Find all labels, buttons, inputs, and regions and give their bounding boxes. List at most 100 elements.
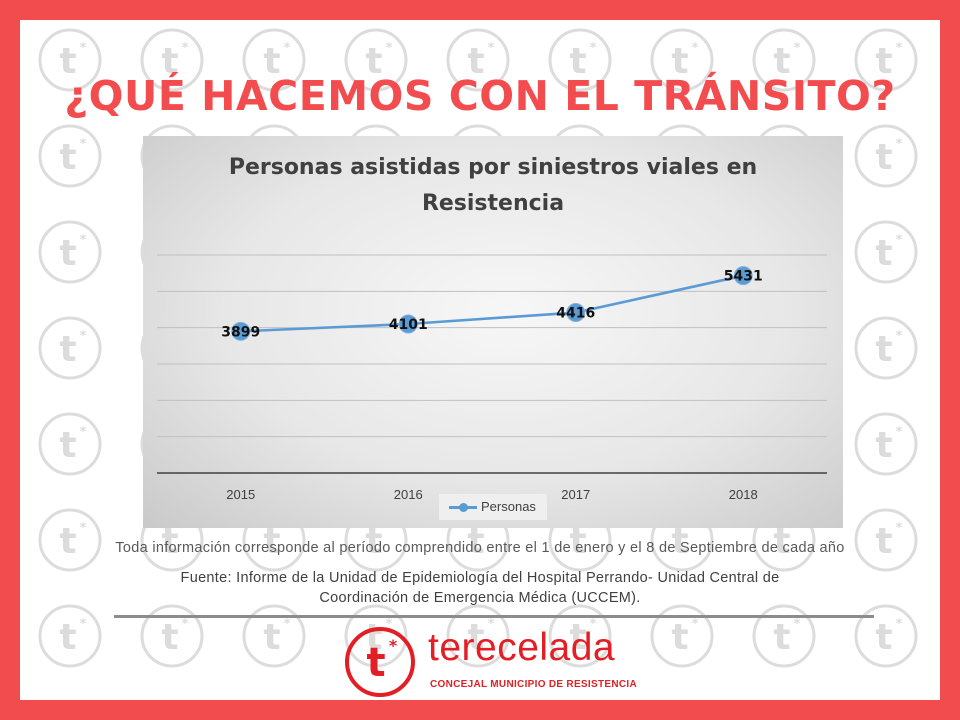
svg-text:*: * (386, 521, 393, 536)
brand-subtitle: CONCEJAL MUNICIPIO DE RESISTENCIA (430, 679, 637, 690)
brand-logo-asterisk: * (389, 636, 398, 655)
watermark-logo: t* (446, 604, 510, 668)
svg-text:t: t (467, 617, 484, 658)
svg-text:*: * (80, 137, 87, 152)
svg-text:*: * (692, 41, 699, 56)
svg-text:t: t (875, 233, 892, 274)
svg-text:*: * (80, 425, 87, 440)
svg-text:t: t (671, 521, 688, 562)
svg-text:t: t (161, 521, 178, 562)
svg-text:t: t (875, 137, 892, 178)
svg-text:t: t (875, 329, 892, 370)
svg-text:*: * (488, 617, 495, 632)
gridlines (157, 254, 827, 438)
svg-text:*: * (80, 329, 87, 344)
watermark-logo: t* (854, 316, 918, 380)
svg-text:t: t (467, 41, 484, 82)
svg-text:*: * (386, 617, 393, 632)
svg-text:t: t (671, 617, 688, 658)
brand-logo: t * (345, 627, 415, 697)
svg-text:*: * (692, 617, 699, 632)
legend: Personas (439, 494, 547, 520)
watermark-logo: t* (38, 604, 102, 668)
watermark-logo: t* (854, 604, 918, 668)
svg-text:*: * (80, 41, 87, 56)
svg-text:t: t (773, 521, 790, 562)
watermark-logo: t* (446, 28, 510, 92)
x-tick-label: 2015 (226, 487, 255, 502)
watermark-logo: t* (854, 220, 918, 284)
svg-text:t: t (875, 617, 892, 658)
data-point (733, 266, 753, 286)
watermark-logo: t* (140, 604, 204, 668)
watermark-logo: t* (650, 604, 714, 668)
svg-text:t: t (365, 41, 382, 82)
svg-text:*: * (80, 521, 87, 536)
data-point (566, 303, 586, 323)
svg-text:*: * (284, 41, 291, 56)
svg-text:t: t (59, 137, 76, 178)
watermark-logo: t* (548, 604, 612, 668)
watermark-logo: t* (242, 28, 306, 92)
watermark-logo: t* (854, 412, 918, 476)
watermark-logo: t* (38, 508, 102, 572)
svg-text:t: t (875, 521, 892, 562)
watermark-logo: t* (854, 508, 918, 572)
chart-title-line-2: Resistencia (421, 191, 565, 216)
headline: ¿QUÉ HACEMOS CON EL TRÁNSITO? (64, 72, 896, 120)
svg-text:*: * (896, 233, 903, 248)
data-label: 4416 (556, 306, 595, 322)
svg-text:t: t (773, 617, 790, 658)
watermark-logo: t* (140, 28, 204, 92)
x-tick-label: 2016 (394, 487, 423, 502)
brand-logo-letter: t (366, 640, 385, 686)
svg-text:*: * (182, 41, 189, 56)
watermark-logo: t* (38, 412, 102, 476)
x-tick-label: 2017 (561, 487, 590, 502)
data-label: 5431 (724, 269, 763, 285)
svg-text:t: t (161, 41, 178, 82)
svg-text:*: * (692, 521, 699, 536)
watermark-logo: t* (752, 28, 816, 92)
svg-text:t: t (161, 617, 178, 658)
legend-marker (459, 503, 468, 512)
chart-title-line-1: Personas asistidas por siniestros viales… (228, 155, 758, 180)
svg-text:t: t (467, 521, 484, 562)
svg-text:t: t (569, 617, 586, 658)
svg-text:*: * (284, 617, 291, 632)
svg-text:*: * (794, 521, 801, 536)
svg-text:*: * (590, 521, 597, 536)
data-point (398, 314, 418, 334)
svg-text:*: * (794, 41, 801, 56)
line-chart: 2015 2016 2017 2018 3899 4101 4416 5431 (157, 254, 827, 502)
svg-text:*: * (284, 521, 291, 536)
svg-text:*: * (896, 329, 903, 344)
brand-name: terecelada (428, 626, 616, 669)
svg-text:t: t (59, 329, 76, 370)
watermark-logo: t* (38, 316, 102, 380)
data-label: 3899 (221, 324, 260, 340)
svg-text:*: * (590, 617, 597, 632)
source-line-1: Fuente: Informe de la Unidad de Epidemio… (180, 570, 780, 586)
series-line-personas (240, 274, 744, 333)
svg-text:*: * (896, 617, 903, 632)
chart-title: Personas asistidas por siniestros viales… (143, 150, 843, 222)
data-label: 4101 (389, 317, 428, 333)
svg-text:t: t (569, 41, 586, 82)
svg-text:*: * (488, 41, 495, 56)
chart-area: Personas asistidas por siniestros viales… (143, 136, 843, 528)
watermark-logo: t* (854, 28, 918, 92)
watermark-logo: t* (242, 604, 306, 668)
source-text: Fuente: Informe de la Unidad de Epidemio… (90, 568, 870, 608)
watermark-logo: t* (650, 28, 714, 92)
svg-text:t: t (569, 521, 586, 562)
svg-text:*: * (794, 617, 801, 632)
watermark-logo: t* (548, 508, 612, 572)
svg-text:t: t (875, 425, 892, 466)
svg-text:*: * (896, 41, 903, 56)
svg-text:t: t (59, 521, 76, 562)
legend-label: Personas (481, 499, 536, 514)
watermark-logo: t* (854, 124, 918, 188)
svg-text:t: t (671, 41, 688, 82)
